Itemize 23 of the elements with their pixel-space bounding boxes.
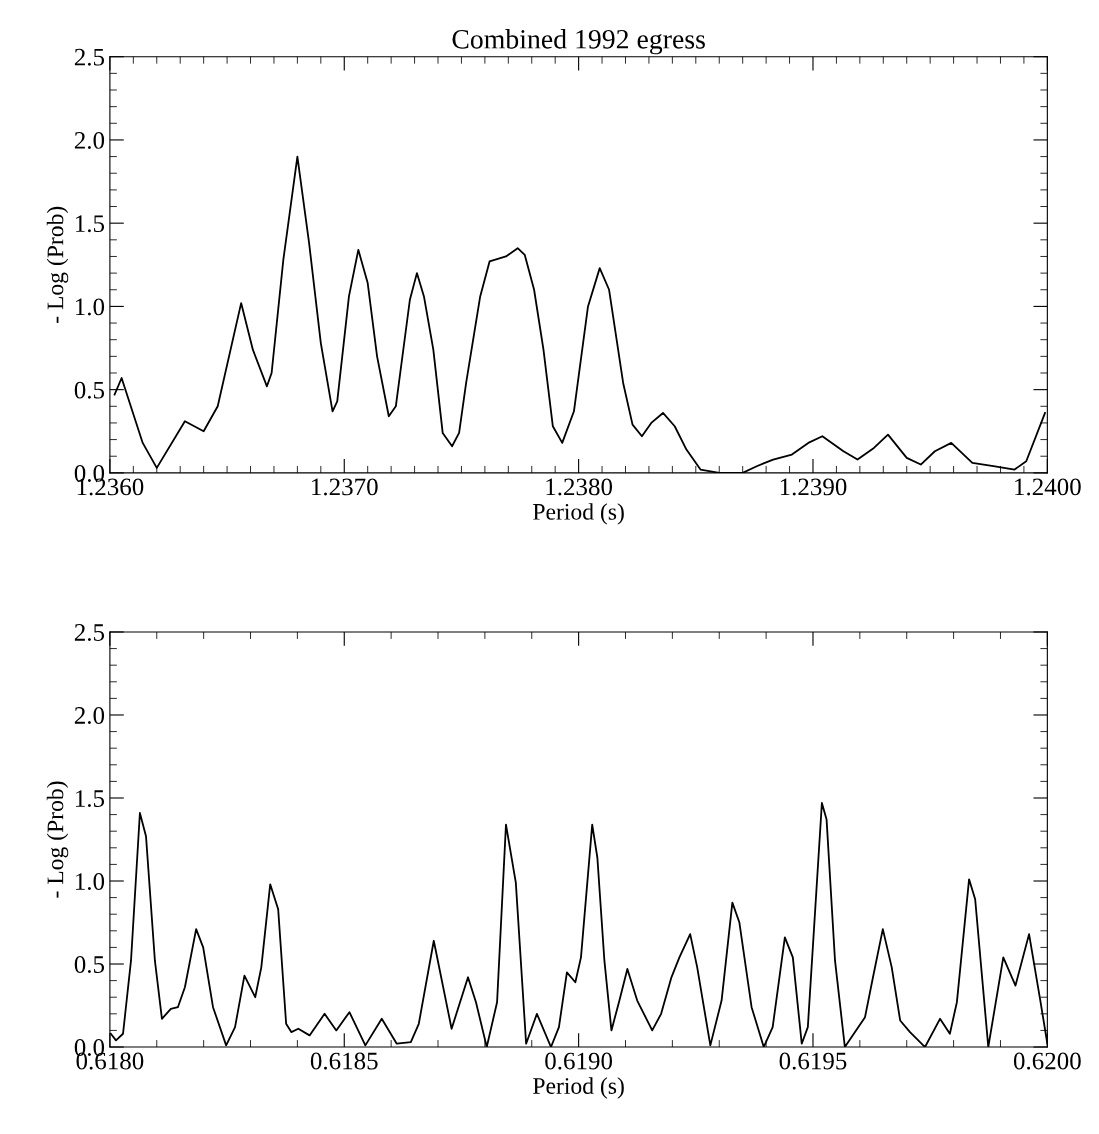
- y-tick-label: 0.5: [74, 956, 105, 974]
- y-tick-label: 2.0: [74, 707, 105, 725]
- y-tick-label: 1.5: [75, 215, 105, 233]
- x-tick-label: 0.6200: [1013, 1052, 1081, 1070]
- x-tick-label: 0.6195: [779, 1052, 847, 1070]
- x-tick-label: 0.6185: [310, 1052, 378, 1070]
- y-tick-label: 1.5: [75, 790, 105, 808]
- x-tick-label: 1.2370: [312, 478, 378, 496]
- x-tick-label: 1.2380: [546, 478, 613, 496]
- x-axis-title: Period (s): [533, 503, 624, 525]
- x-axis-title: Period (s): [533, 1077, 624, 1099]
- x-tick-label: 1.2400: [1015, 478, 1081, 496]
- chart-title: Combined 1992 egress: [452, 29, 705, 55]
- y-axis-title: - Log (Prob): [46, 781, 69, 898]
- y-tick-label: 1.0: [75, 873, 105, 891]
- x-tick-label: 1.2390: [780, 478, 847, 496]
- y-tick-label: 1.0: [75, 298, 105, 316]
- y-tick-label: 0.5: [74, 381, 105, 399]
- y-tick-label: 2.0: [74, 131, 105, 149]
- y-tick-label: 2.5: [74, 624, 105, 642]
- y-axis-title: - Log (Prob): [46, 206, 69, 323]
- x-tick-label: 0.6190: [545, 1052, 613, 1070]
- y-tick-label: 2.5: [74, 48, 105, 66]
